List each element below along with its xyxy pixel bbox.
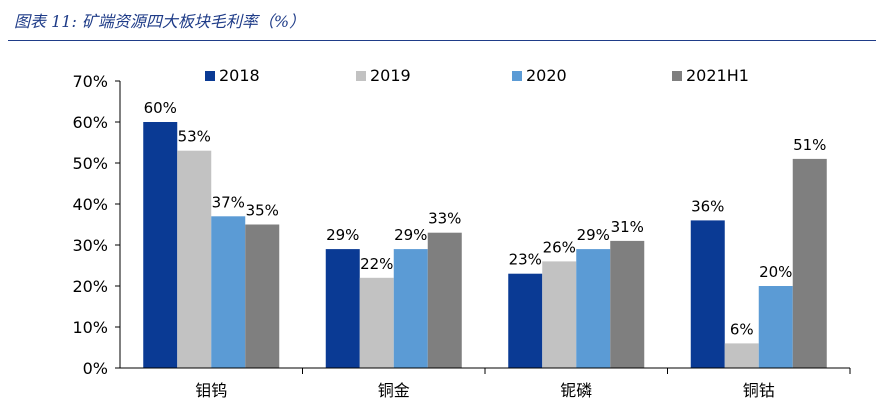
x-category-label: 铌磷: [560, 381, 592, 400]
bar-2019-2: [542, 261, 577, 368]
legend-swatch-2021H1: [672, 71, 682, 81]
bar-2021H1-1: [427, 232, 462, 368]
x-category-label: 钼钨: [195, 381, 227, 400]
bar-2018-3: [690, 220, 725, 368]
y-axis: 0% 10% 20% 30% 40% 50% 60% 70%: [72, 72, 121, 378]
data-label: 29%: [577, 226, 610, 244]
bar-2018-1: [325, 249, 360, 368]
data-label: 36%: [691, 197, 724, 215]
bars: 60%53%37% 35%29%22%29%33%23%26%29% 31%36%6…: [143, 99, 827, 368]
title-divider: [8, 40, 876, 41]
legend-label: 2021H1: [686, 66, 749, 85]
data-label: 26%: [543, 238, 576, 256]
legend-label: 2020: [526, 66, 567, 85]
x-category-label: 铜钴: [743, 381, 775, 400]
y-tick-label: 10%: [72, 318, 108, 337]
bar-2018-0: [143, 122, 178, 368]
y-tick-label: 70%: [72, 72, 108, 91]
bar-2020-3: [758, 286, 793, 368]
bar-2019-1: [359, 277, 394, 368]
data-label: 37%: [212, 193, 245, 211]
data-label: 31%: [611, 218, 644, 236]
bar-2020-2: [576, 249, 611, 368]
data-label: 22%: [360, 255, 393, 273]
x-category-label: 铜金: [378, 381, 410, 400]
bar-2020-1: [393, 249, 428, 368]
bar-2020-0: [211, 216, 246, 368]
legend-label: 2018: [219, 66, 260, 85]
legend-swatch-2019: [356, 71, 366, 81]
x-axis: 钼钨 铜金 铌磷 铜钴: [120, 367, 851, 400]
figure-title: 图表 11: 矿端资源四大板块毛利率（%）: [14, 12, 306, 31]
data-label: 35%: [246, 202, 279, 220]
legend-label: 2019: [370, 66, 411, 85]
y-tick-label: 50%: [72, 154, 108, 173]
data-label: 23%: [509, 251, 542, 269]
bar-2019-3: [724, 343, 759, 368]
y-tick-label: 0%: [83, 359, 108, 378]
chart-legend: 2018 2019 2020 2021H1: [205, 66, 749, 85]
data-label: 60%: [144, 99, 177, 117]
data-label: 6%: [730, 320, 754, 338]
bar-2021H1-3: [792, 158, 827, 368]
y-tick-label: 20%: [72, 277, 108, 296]
bar-2021H1-0: [245, 224, 280, 368]
data-label: 53%: [178, 128, 211, 146]
data-label: 33%: [428, 210, 461, 228]
y-tick-label: 30%: [72, 236, 108, 255]
bar-2021H1-2: [610, 240, 645, 368]
legend-swatch-2020: [512, 71, 522, 81]
data-label: 29%: [394, 226, 427, 244]
data-label: 51%: [793, 136, 826, 154]
y-tick-label: 60%: [72, 113, 108, 132]
bar-2018-2: [508, 273, 543, 368]
y-tick-label: 40%: [72, 195, 108, 214]
legend-swatch-2018: [205, 71, 215, 81]
bar-2019-0: [177, 150, 212, 368]
data-label: 20%: [759, 263, 792, 281]
data-label: 29%: [326, 226, 359, 244]
